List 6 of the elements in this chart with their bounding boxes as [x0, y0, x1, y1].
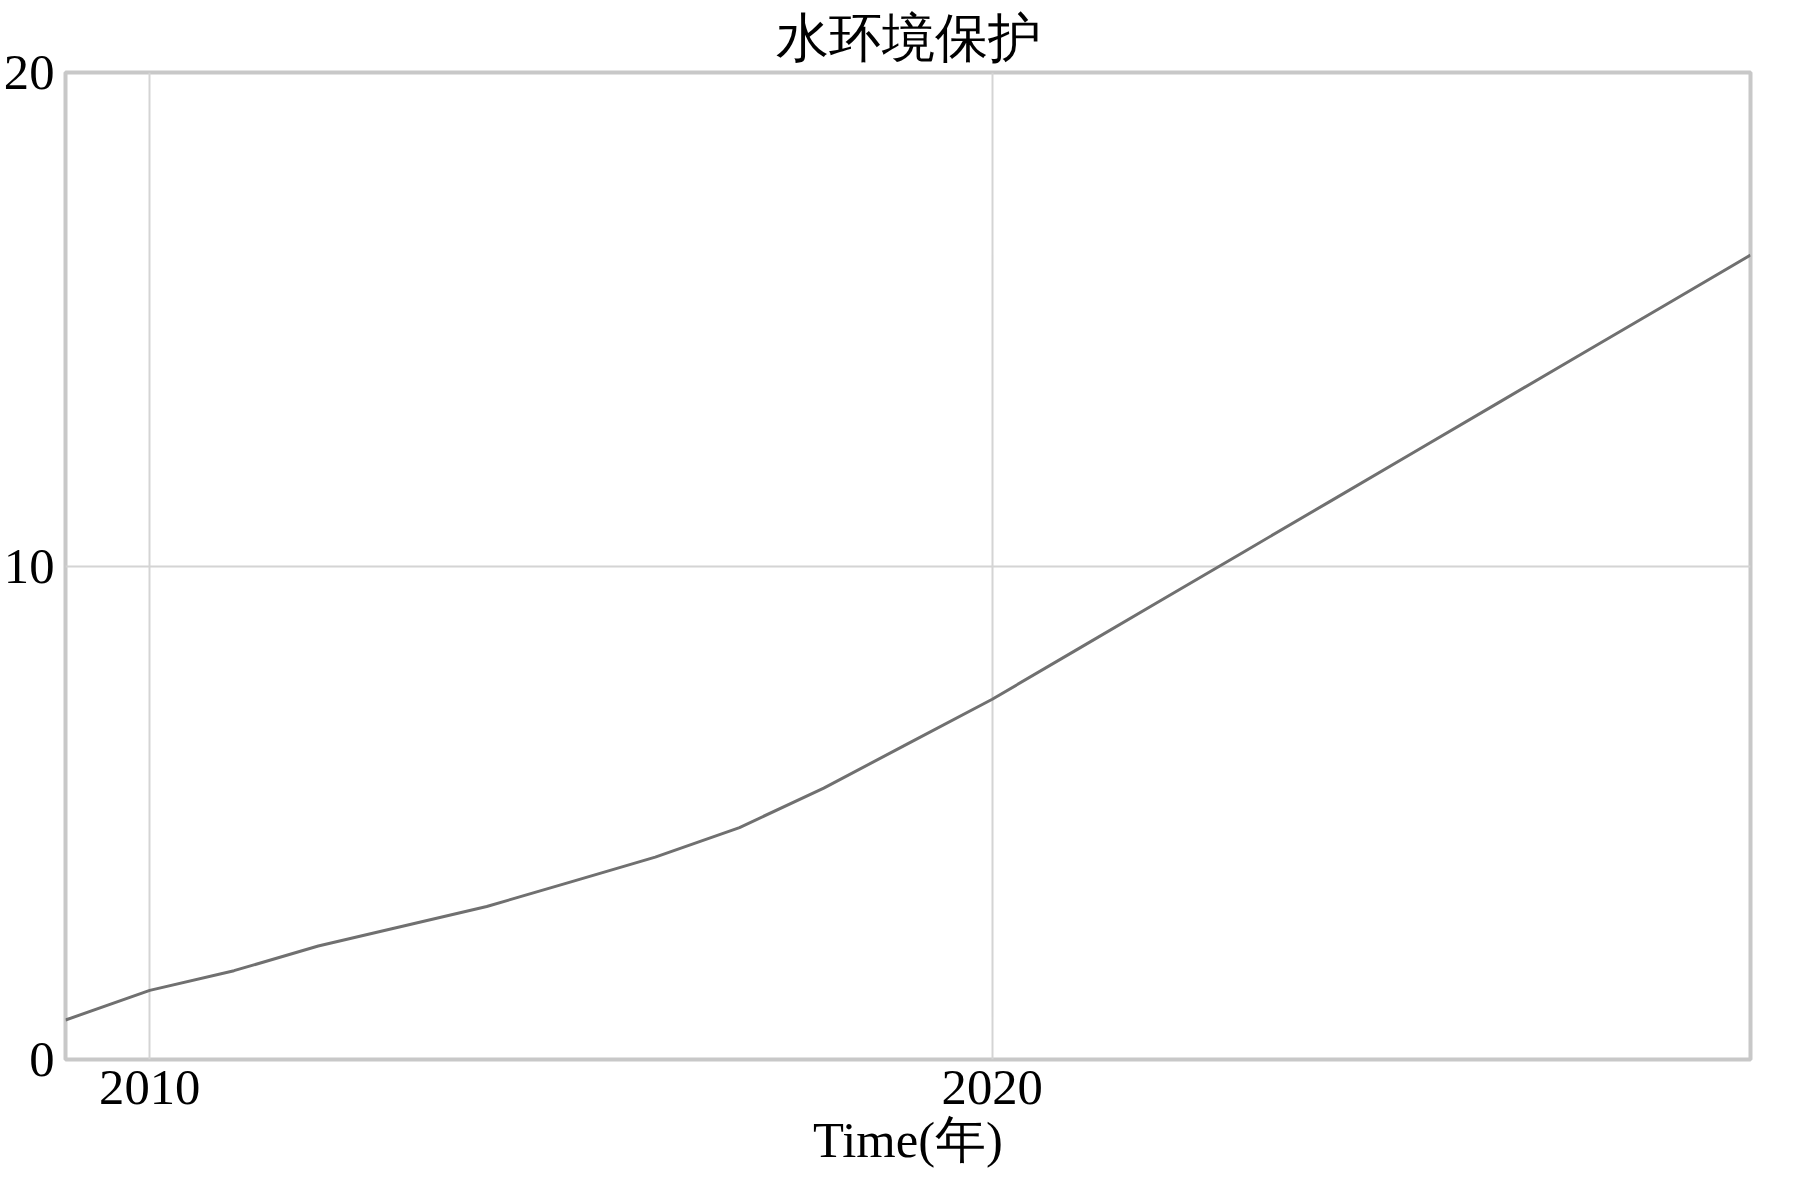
y-tick-label: 20 [3, 44, 55, 100]
y-tick-label: 0 [29, 1031, 55, 1087]
line-series [65, 253, 1751, 1022]
chart-title: 水环境保护 [775, 7, 1041, 68]
x-tick-label: 2010 [99, 1058, 201, 1115]
y-tick-label: 10 [3, 537, 55, 594]
